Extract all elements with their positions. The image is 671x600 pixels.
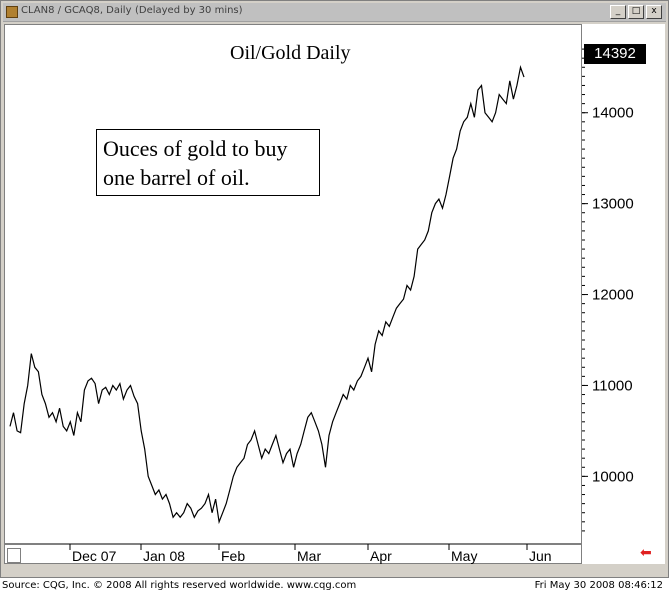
status-footer: Source: CQG, Inc. © 2008 All rights rese…: [0, 578, 671, 600]
maximize-button[interactable]: □: [628, 5, 644, 19]
arrow-left-icon[interactable]: ⬅: [640, 545, 652, 561]
chart-title: Oil/Gold Daily: [230, 42, 351, 64]
series-line: [9, 65, 525, 525]
annotation-line-2: one barrel of oil.: [103, 165, 250, 190]
close-button[interactable]: x: [646, 5, 662, 19]
x-tick-label: Feb: [221, 548, 245, 564]
annotation-box: Ouces of gold to buy one barrel of oil.: [96, 129, 320, 196]
minimize-button[interactable]: _: [610, 5, 626, 19]
y-tick-label: 10000: [592, 468, 634, 485]
timestamp: Fri May 30 2008 08:46:12: [534, 580, 663, 591]
x-tick-label: Apr: [370, 548, 392, 564]
y-tick-label: 13000: [592, 196, 634, 213]
title-bar[interactable]: CLAN8 / GCAQ8, Daily (Delayed by 30 mins…: [3, 3, 666, 22]
app-icon: [6, 6, 18, 18]
window-title: CLAN8 / GCAQ8, Daily (Delayed by 30 mins…: [21, 5, 243, 16]
window-title-symbols: CLAN8 / GCAQ8, Daily: [21, 5, 132, 16]
chart-svg: 10000 11000 12000 13000 14000 Dec 07 Jan 08 Fe…: [9, 48, 634, 564]
y-tick-label: 14000: [592, 105, 634, 122]
window-title-suffix: (Delayed by 30 mins): [134, 5, 243, 16]
x-axis-panel[interactable]: [4, 544, 582, 564]
y-axis-panel[interactable]: [582, 24, 665, 544]
x-tick-label: Jun: [529, 548, 552, 564]
source-credit: Source: CQG, Inc. © 2008 All rights rese…: [2, 580, 357, 591]
axis-corner: [582, 544, 665, 564]
chart-plot-area[interactable]: [4, 24, 582, 544]
y-tick-label: 12000: [592, 287, 634, 304]
x-tick-label: Mar: [297, 548, 321, 564]
scroll-thumb[interactable]: [7, 548, 21, 563]
y-tick-label: 11000: [592, 377, 633, 394]
last-price-label: 14392: [584, 44, 646, 64]
x-tick-label: Dec 07: [72, 548, 117, 564]
x-tick-label: May: [451, 548, 477, 564]
window-controls: _ □ x: [610, 5, 662, 19]
annotation-line-1: Ouces of gold to buy: [103, 136, 288, 161]
x-tick-label: Jan 08: [143, 548, 185, 564]
